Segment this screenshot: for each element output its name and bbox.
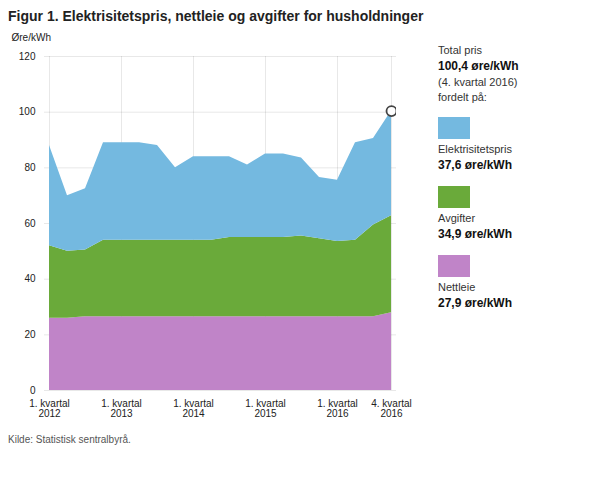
svg-text:40: 40	[24, 273, 36, 284]
svg-text:0: 0	[30, 385, 36, 396]
html-text:fordelt på:: fordelt på:	[438, 91, 487, 103]
svg-text:20: 20	[24, 329, 36, 340]
svg-text:Øre/kWh: Øre/kWh	[12, 32, 51, 43]
html-text:Avgifter: Avgifter	[438, 212, 476, 224]
svg-text:1. kvartal2014: 1. kvartal2014	[173, 398, 214, 419]
svg-text:100: 100	[19, 106, 36, 117]
svg-text:4. kvartal2016: 4. kvartal2016	[371, 398, 412, 419]
html-text:(4. kvartal 2016): (4. kvartal 2016)	[438, 76, 518, 88]
html-text:Nettleie: Nettleie	[438, 281, 476, 293]
html-text:Kilde: Statistisk sentralbyrå.: Kilde: Statistisk sentralbyrå.	[8, 434, 131, 445]
html-text:Figur 1. Elektrisitetspris, ne: Figur 1. Elektrisitetspris, nettleie og …	[8, 8, 424, 24]
svg-text:60: 60	[24, 218, 36, 229]
html-text:Elektrisitetspris: Elektrisitetspris	[438, 143, 512, 155]
html-text:34,9 øre/kWh: 34,9 øre/kWh	[438, 227, 512, 241]
svg-text:1. kvartal2012: 1. kvartal2012	[29, 398, 70, 419]
svg-text:120: 120	[19, 51, 36, 62]
html-text:27,9 øre/kWh: 27,9 øre/kWh	[438, 296, 512, 310]
svg-text:1. kvartal2015: 1. kvartal2015	[245, 398, 286, 419]
svg-text:1. kvartal2016: 1. kvartal2016	[317, 398, 358, 419]
html-text:Total pris: Total pris	[438, 44, 482, 56]
svg-text:80: 80	[24, 162, 36, 173]
html-text:37,6 øre/kWh: 37,6 øre/kWh	[438, 158, 512, 172]
html-text:100,4 øre/kWh: 100,4 øre/kWh	[438, 59, 519, 73]
svg-text:1. kvartal2013: 1. kvartal2013	[101, 398, 142, 419]
